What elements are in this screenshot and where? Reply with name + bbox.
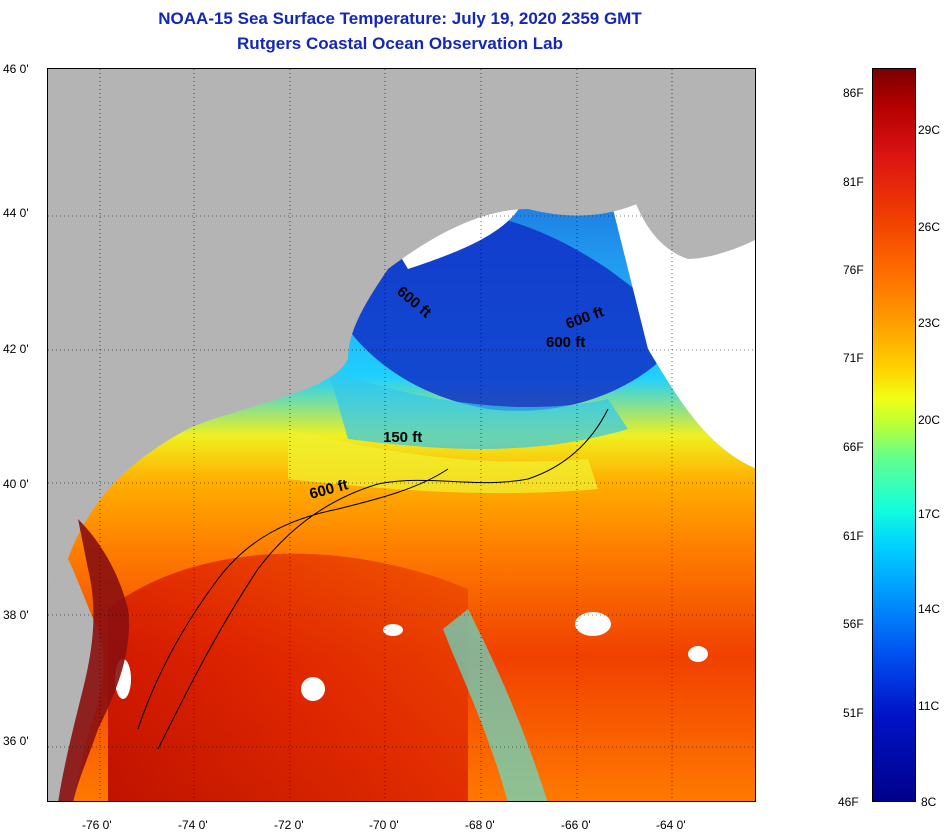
land-north [48,69,755,589]
cold-filament [443,609,548,801]
lat-label: 46 0' [3,62,29,76]
cloud-patch [383,624,403,636]
lon-label: -64 0' [656,818,686,832]
colorbar-c-label: 29C [918,123,941,137]
lon-label: -72 0' [274,818,304,832]
depth-label-150ft: 150 ft [383,429,422,446]
yellow-shelf-band [288,429,598,494]
map-title: NOAA-15 Sea Surface Temperature: July 19… [158,9,642,28]
lat-label: 44 0' [3,206,29,220]
gulf-of-maine-cold-region [348,212,688,411]
temperature-colorbar [872,68,916,802]
sst-map: 600 ft 150 ft 600 ft 600 ft 600 ft [47,68,756,802]
colorbar-f-label: 46F [838,795,859,809]
lat-label: 40 0' [3,477,29,491]
map-subtitle: Rutgers Coastal Ocean Observation Lab [237,34,563,53]
colorbar-f-label: 66F [843,440,864,454]
land-nova-scotia [628,152,755,259]
cloud-patch [688,646,708,662]
colorbar-f-label: 51F [843,706,864,720]
colorbar-f-label: 76F [843,263,864,277]
colorbar-f-label: 86F [843,86,864,100]
colorbar-c-label: 20C [918,413,941,427]
lon-label: -68 0' [465,818,495,832]
colorbar-c-label: 26C [918,220,941,234]
colorbar-c-label: 14C [918,602,941,616]
colorbar-f-label: 71F [843,351,864,365]
lat-label: 36 0' [3,734,29,748]
cloud-patch [301,677,325,701]
gulf-stream-warm-region [108,553,468,801]
lat-label: 42 0' [3,342,29,356]
contour-600ft [157,408,609,750]
lat-label: 38 0' [3,608,29,622]
colorbar-f-label: 61F [843,529,864,543]
colorbar-f-label: 56F [843,617,864,631]
lon-label: -74 0' [178,818,208,832]
land-delmarva [48,559,104,801]
lon-label: -66 0' [561,818,591,832]
contour-150ft [137,468,449,730]
colorbar-c-label: 8C [921,795,937,809]
lon-label: -70 0' [369,818,399,832]
colorbar-c-label: 11C [918,699,940,713]
lon-label: -76 0' [82,818,112,832]
colorbar-c-label: 23C [918,316,941,330]
chesapeake-bay [58,519,129,801]
depth-label-600ft: 600 ft [546,334,585,351]
colorbar-f-label: 81F [843,175,864,189]
cyan-shelf-band [328,369,628,449]
cloud-patch [575,612,611,636]
colorbar-c-label: 17C [918,507,941,521]
